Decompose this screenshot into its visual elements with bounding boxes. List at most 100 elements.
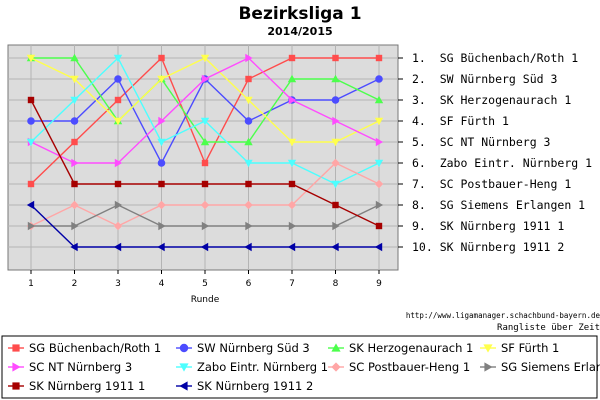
data-point (200, 117, 210, 126)
data-point (158, 54, 165, 62)
data-point (375, 222, 383, 230)
chart-caption: Rangliste über Zeit (497, 323, 600, 333)
series-9 (27, 96, 383, 230)
rank-label: 8. SG Siemens Erlangen 1 (412, 198, 585, 212)
data-point (287, 159, 297, 168)
data-point (375, 54, 383, 62)
legend-item: SC NT Nürnberg 3 (8, 360, 132, 374)
legend-item: SW Nürnberg Süd 3 (176, 341, 310, 355)
data-point (27, 117, 35, 125)
legend-label: SK Herzogenaurach 1 (349, 341, 473, 355)
legend-label: SG Siemens Erlangen 1 (501, 360, 600, 374)
x-axis-label: Runde (191, 295, 220, 305)
series-1 (27, 54, 383, 188)
data-point (157, 200, 166, 210)
data-point (287, 138, 297, 147)
data-point (244, 96, 253, 105)
data-point (113, 221, 123, 231)
x-axis: 1 2 3 4 5 6 7 8 9 (28, 270, 382, 289)
legend-item: SK Herzogenaurach 1 (328, 341, 473, 355)
rank-label: 6. Zabo Eintr. Nürnberg 1 (412, 156, 592, 170)
data-point (374, 179, 384, 189)
data-point (287, 242, 296, 252)
x-tick-label: 1 (28, 279, 34, 289)
source-url: http://www.ligamanager.schachbund-bayern… (406, 311, 600, 320)
rank-label: 7. SC Postbauer-Heng 1 (412, 177, 571, 191)
data-point (71, 138, 78, 146)
series-layer (26, 53, 384, 252)
data-point (288, 180, 296, 188)
data-point (288, 54, 296, 62)
legend: SG Büchenbach/Roth 1 SW Nürnberg Süd 3 SK … (8, 341, 600, 393)
data-point (70, 75, 79, 84)
legend-label: SC Postbauer-Heng 1 (349, 360, 470, 374)
data-point (201, 159, 209, 167)
data-point (200, 137, 210, 146)
data-point (71, 221, 79, 231)
chart-title: Bezirksliga 1 (238, 4, 361, 24)
data-point (71, 158, 79, 168)
data-point (374, 117, 384, 126)
rank-label: 1. SG Büchenbach/Roth 1 (412, 51, 578, 65)
x-tick-label: 7 (289, 279, 295, 289)
data-point (332, 54, 339, 62)
data-point (244, 200, 253, 210)
data-point (157, 159, 166, 167)
data-point (114, 96, 122, 104)
rank-label: 9. SK Nürnberg 1911 1 (412, 219, 564, 233)
data-point (71, 180, 78, 188)
rank-label: 2. SW Nürnberg Süd 3 (412, 72, 557, 86)
legend-label: SK Nürnberg 1911 1 (29, 379, 145, 393)
data-point (200, 200, 210, 210)
legend-label: SK Nürnberg 1911 2 (197, 379, 313, 393)
data-point (374, 159, 384, 168)
data-point (26, 138, 36, 147)
data-point (245, 221, 253, 231)
data-point (200, 242, 209, 252)
data-point (113, 242, 122, 252)
legend-marker (12, 362, 21, 372)
data-point (245, 53, 253, 63)
data-point (27, 221, 36, 231)
rank-label: 3. SK Herzogenaurach 1 (412, 93, 571, 107)
x-tick-label: 6 (246, 279, 252, 289)
series-4 (26, 54, 384, 147)
data-point (201, 180, 209, 188)
x-tick-label: 5 (202, 279, 208, 289)
legend-box (1, 335, 598, 399)
data-point (114, 200, 123, 210)
data-point (27, 96, 35, 104)
legend-label: SF Fürth 1 (501, 341, 559, 355)
data-point (113, 54, 123, 63)
data-point (332, 221, 340, 231)
data-point (158, 180, 165, 188)
data-point (114, 180, 122, 188)
data-point (287, 74, 297, 83)
data-point (245, 180, 252, 188)
rank-label: 10. SK Nürnberg 1911 2 (412, 240, 564, 254)
legend-item: Zabo Eintr. Nürnberg 1 (176, 360, 328, 374)
x-tick-label: 2 (72, 279, 78, 289)
data-point (27, 180, 35, 188)
legend-marker (12, 344, 20, 352)
series-8 (27, 200, 384, 231)
data-point (114, 75, 122, 83)
data-point (375, 200, 384, 210)
legend-marker (179, 381, 188, 391)
data-point (157, 242, 165, 252)
data-point (374, 242, 383, 252)
data-point (331, 138, 340, 147)
x-tick-label: 9 (376, 279, 382, 289)
data-point (70, 117, 79, 125)
rank-label: 5. SC NT Nürnberg 3 (412, 135, 551, 149)
data-point (70, 200, 79, 210)
data-point (331, 158, 340, 168)
data-point (288, 95, 297, 105)
data-point (332, 201, 339, 209)
data-point (245, 75, 252, 83)
data-point (288, 221, 297, 231)
legend-label: SW Nürnberg Süd 3 (197, 341, 310, 355)
legend-marker (484, 362, 493, 372)
data-point (26, 54, 36, 63)
